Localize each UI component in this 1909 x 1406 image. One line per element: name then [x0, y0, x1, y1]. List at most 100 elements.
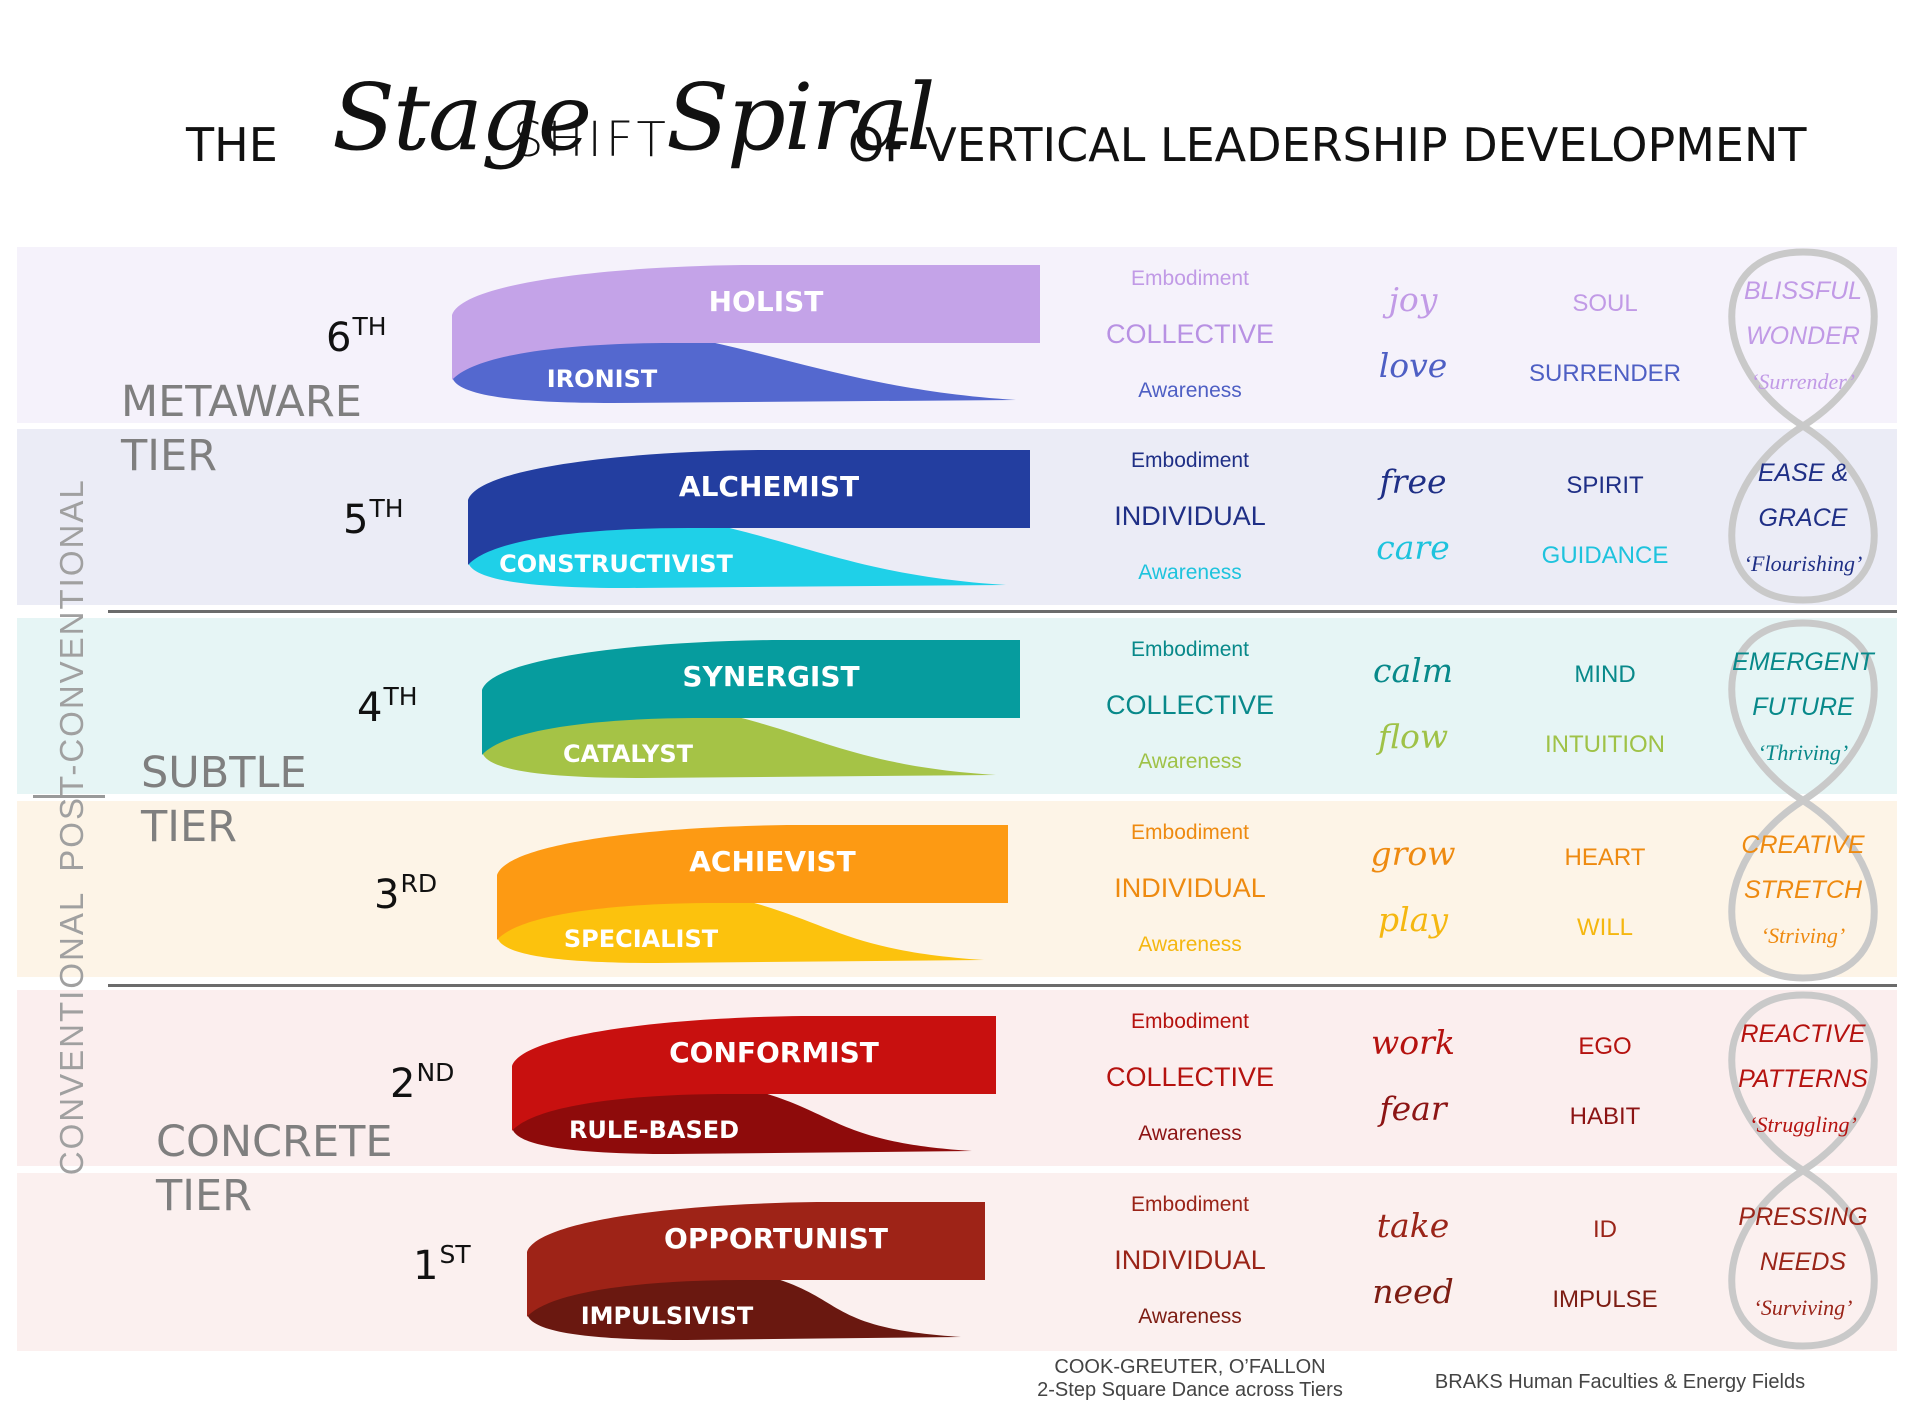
verb-lower: need [1372, 1272, 1454, 1311]
stage-lower-label: CATALYST [563, 740, 693, 768]
title-spiral: Spiral [666, 64, 936, 171]
stage-ordinal: 2ND [390, 1058, 454, 1107]
tier-separator [108, 610, 1897, 613]
verb-lower: care [1376, 528, 1450, 567]
stage-number: 3 [374, 872, 400, 918]
state-line-3: ‘Thriving’ [1757, 740, 1849, 765]
stage-upper-label: CONFORMIST [669, 1036, 879, 1069]
ribbon-upper [482, 640, 1020, 755]
tier-line: SUBTLE [141, 748, 307, 798]
footer-braks: BRAKS Human Faculties & Energy Fields [1434, 1371, 1806, 1393]
stage-number: 4 [357, 685, 383, 731]
stage-ribbon [512, 1016, 996, 1154]
stage-ribbon [482, 640, 1020, 778]
faculty-upper: SOUL [1572, 290, 1638, 317]
state-line-2: NEEDS [1759, 1248, 1847, 1276]
faculty-upper: SPIRIT [1566, 472, 1644, 499]
embodiment-label: Embodiment [1131, 267, 1249, 290]
embodiment-kind: COLLECTIVE [1105, 319, 1275, 349]
state-line-1: BLISSFUL [1743, 277, 1863, 305]
stage-ribbon [468, 450, 1030, 588]
stage-upper-label: HOLIST [708, 285, 824, 318]
tier-line: TIER [156, 1171, 252, 1221]
verb-upper: calm [1372, 651, 1454, 690]
state-line-2: GRACE [1758, 504, 1848, 532]
stage-number-suffix: ST [439, 1240, 471, 1269]
tier-line: TIER [121, 431, 217, 481]
faculty-lower: IMPULSE [1552, 1286, 1658, 1313]
faculty-upper: MIND [1574, 661, 1636, 688]
stage-lower-label: RULE-BASED [568, 1116, 740, 1144]
embodiment-label: Embodiment [1131, 1193, 1249, 1216]
embodiment-label: Embodiment [1131, 1010, 1249, 1033]
verb-upper: grow [1370, 834, 1456, 873]
stage-upper-label: ALCHEMIST [678, 470, 860, 503]
infinity-loop [1728, 991, 1878, 1350]
stage-ordinal: 3RD [374, 869, 437, 918]
embodiment-kind: COLLECTIVE [1105, 690, 1275, 720]
stage-ordinal: 4TH [357, 682, 418, 731]
embodiment-label: Embodiment [1131, 821, 1249, 844]
state-line-3: ‘Flourishing’ [1743, 551, 1863, 576]
stage-number-suffix: TH [383, 682, 418, 711]
ribbon-upper [527, 1202, 985, 1317]
state-line-1: EMERGENT [1732, 648, 1874, 676]
faculty-upper: HEART [1564, 844, 1646, 871]
stage-number: 5 [343, 497, 369, 543]
awareness-label: Awareness [1138, 750, 1242, 773]
stage-number-suffix: TH [369, 494, 404, 523]
tier-separator [108, 984, 1897, 987]
title-the: THE [186, 118, 278, 172]
faculty-lower: INTUITION [1545, 731, 1665, 758]
verb-upper: take [1376, 1206, 1450, 1245]
stage-ribbon [527, 1202, 985, 1340]
faculty-upper: ID [1593, 1216, 1617, 1243]
infinity-loop [1728, 619, 1878, 982]
stage-number: 6 [326, 315, 352, 361]
tier-line: CONCRETE [156, 1117, 393, 1167]
state-line-1: PRESSING [1738, 1203, 1868, 1231]
verb-lower: fear [1379, 1089, 1447, 1128]
stage-number: 2 [390, 1061, 416, 1107]
state-line-1: EASE & [1757, 459, 1849, 487]
ribbon-upper [512, 1016, 996, 1131]
verb-upper: joy [1388, 280, 1438, 319]
title-rest: OF VERTICAL LEADERSHIP DEVELOPMENT [848, 118, 1807, 172]
stage-number-suffix: ND [416, 1058, 455, 1087]
stage-ribbon [497, 825, 1008, 963]
verb-lower: play [1378, 900, 1448, 939]
state-line-2: WONDER [1746, 322, 1860, 350]
stage-ribbon [452, 265, 1040, 403]
tier-line: TIER [141, 802, 237, 852]
embodiment-kind: INDIVIDUAL [1114, 501, 1266, 531]
awareness-label: Awareness [1138, 1305, 1242, 1328]
stage-ordinal: 1ST [413, 1240, 471, 1289]
embodiment-kind: INDIVIDUAL [1114, 1245, 1266, 1275]
ribbon-upper [468, 450, 1030, 565]
tier-subtle: SUBTLE TIER [141, 746, 307, 854]
state-line-2: STRETCH [1743, 876, 1863, 904]
stage-number-suffix: TH [352, 312, 387, 341]
tier-metaware: METAWARE TIER [121, 375, 362, 483]
verb-upper: work [1371, 1023, 1455, 1062]
faculty-upper: EGO [1578, 1033, 1632, 1060]
embodiment-kind: COLLECTIVE [1105, 1062, 1275, 1092]
verb-upper: free [1379, 462, 1447, 501]
faculty-lower: HABIT [1569, 1103, 1641, 1130]
awareness-label: Awareness [1138, 379, 1242, 402]
state-line-2: PATTERNS [1738, 1065, 1868, 1093]
ribbon-upper [452, 265, 1040, 380]
stage-lower-label: IRONIST [546, 365, 658, 393]
tier-concrete: CONCRETE TIER [156, 1115, 393, 1223]
stage-number-suffix: RD [400, 869, 438, 898]
embodiment-label: Embodiment [1131, 449, 1249, 472]
stage-lower-label: CONSTRUCTIVIST [499, 550, 733, 578]
embodiment-kind: INDIVIDUAL [1114, 873, 1266, 903]
stage-ordinal: 6TH [326, 312, 387, 361]
tier-line: METAWARE [121, 377, 362, 427]
verb-lower: love [1378, 346, 1448, 385]
title: THE Stage SHIFT Spiral OF VERTICAL LEADE… [0, 30, 1909, 210]
state-line-1: REACTIVE [1740, 1020, 1866, 1048]
footer-credit-line: 2-Step Square Dance across Tiers [1037, 1379, 1343, 1401]
